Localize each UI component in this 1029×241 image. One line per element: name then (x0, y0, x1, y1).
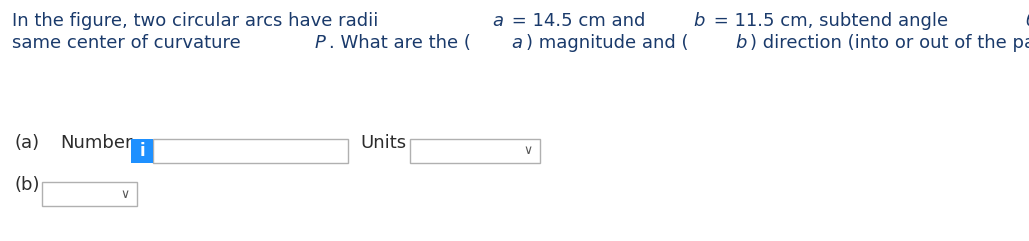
Text: (a): (a) (14, 134, 39, 152)
FancyBboxPatch shape (42, 182, 137, 206)
Text: a: a (511, 34, 523, 52)
Text: P: P (315, 34, 325, 52)
Text: b: b (694, 12, 705, 30)
Text: In the figure, two circular arcs have radii: In the figure, two circular arcs have ra… (12, 12, 384, 30)
Text: b: b (736, 34, 747, 52)
Text: Units: Units (360, 134, 406, 152)
Text: . What are the (: . What are the ( (328, 34, 470, 52)
Text: = 14.5 cm and: = 14.5 cm and (506, 12, 651, 30)
Text: = 11.5 cm, subtend angle: = 11.5 cm, subtend angle (708, 12, 954, 30)
Text: Number: Number (60, 134, 133, 152)
Text: i: i (139, 142, 145, 160)
FancyBboxPatch shape (410, 139, 540, 163)
Text: ∨: ∨ (524, 145, 533, 158)
Text: (b): (b) (14, 176, 39, 194)
Text: a: a (492, 12, 503, 30)
FancyBboxPatch shape (131, 139, 153, 163)
FancyBboxPatch shape (153, 139, 348, 163)
Text: ) magnitude and (: ) magnitude and ( (526, 34, 688, 52)
Text: same center of curvature: same center of curvature (12, 34, 247, 52)
Text: ) direction (into or out of the page) of the net magnetic field at: ) direction (into or out of the page) of… (750, 34, 1029, 52)
Text: θ: θ (1026, 12, 1029, 30)
Text: ∨: ∨ (120, 187, 130, 201)
